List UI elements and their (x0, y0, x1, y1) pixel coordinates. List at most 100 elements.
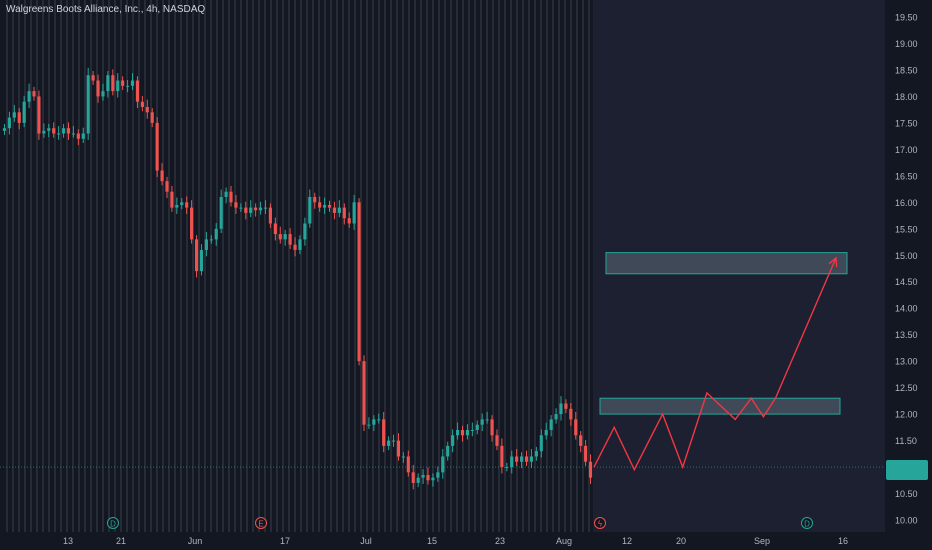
candle-body (121, 80, 125, 86)
session-stripe (24, 0, 26, 532)
session-stripe (192, 0, 194, 532)
session-stripe (264, 0, 266, 532)
session-stripe (516, 0, 518, 532)
time-tick-label: 15 (427, 536, 437, 546)
candle-body (209, 239, 213, 241)
candle-body (185, 202, 189, 208)
candle-body (101, 91, 105, 97)
candle-body (254, 207, 258, 211)
session-stripe (420, 0, 422, 532)
session-stripe (156, 0, 158, 532)
candle-body (485, 419, 489, 421)
session-stripe (276, 0, 278, 532)
price-tick-label: 12.50 (895, 383, 918, 393)
event-marker-dividend[interactable]: D (107, 517, 119, 529)
session-stripe (150, 0, 152, 532)
session-stripe (462, 0, 464, 532)
candle-body (387, 440, 391, 446)
session-stripe (54, 0, 56, 532)
session-stripe (60, 0, 62, 532)
time-tick-label: 13 (63, 536, 73, 546)
session-stripe (570, 0, 572, 532)
session-stripe (96, 0, 98, 532)
session-stripe (174, 0, 176, 532)
price-tick-label: 14.50 (895, 277, 918, 287)
chart-title: Walgreens Boots Alliance, Inc., 4h, NASD… (6, 4, 206, 15)
candle-body (96, 80, 100, 97)
candle-body (569, 408, 573, 420)
session-stripe (378, 0, 380, 532)
session-stripe (270, 0, 272, 532)
session-stripe (396, 0, 398, 532)
candle-body (520, 456, 524, 462)
time-axis[interactable]: 13 21 Jun 17 Jul 15 23 Aug 12 20 Sep 16 (63, 536, 848, 546)
candle-body (426, 474, 430, 481)
session-stripe (408, 0, 410, 532)
session-stripe (318, 0, 320, 532)
session-stripe (198, 0, 200, 532)
candle-body (204, 239, 208, 250)
candle-body (190, 207, 194, 240)
candle-body (352, 202, 356, 224)
session-stripe (126, 0, 128, 532)
session-stripe (288, 0, 290, 532)
candle-body (219, 197, 223, 229)
price-tick-label: 19.50 (895, 13, 918, 23)
candle-body (81, 133, 85, 139)
session-stripe (468, 0, 470, 532)
candle-body (37, 96, 41, 134)
price-axis[interactable]: 10.0010.5011.0011.5012.0012.5013.0013.50… (895, 13, 918, 526)
candle-body (268, 207, 272, 224)
candle-body (61, 128, 66, 134)
session-stripe (6, 0, 8, 532)
session-stripe (324, 0, 326, 532)
session-stripe (132, 0, 134, 532)
candle-body (372, 419, 376, 425)
split-icon (594, 517, 606, 529)
session-stripe (78, 0, 80, 532)
session-stripe (342, 0, 344, 532)
candle-body (323, 204, 327, 208)
session-stripe (36, 0, 38, 532)
candle-body (293, 244, 297, 250)
event-marker-dividend[interactable]: D (801, 517, 813, 529)
session-stripe (588, 0, 590, 532)
candle-body (544, 429, 548, 436)
event-marker-earnings[interactable]: E (255, 517, 267, 529)
session-stripe (456, 0, 458, 532)
projection-line (593, 257, 837, 472)
price-tick-label: 13.00 (895, 357, 918, 367)
session-stripe (258, 0, 260, 532)
candle-body (490, 419, 494, 436)
time-tick-label: 21 (116, 536, 126, 546)
time-tick-label: 23 (495, 536, 505, 546)
candle-body (332, 207, 337, 213)
session-stripe (486, 0, 488, 532)
candle-body (194, 239, 199, 272)
session-stripe (246, 0, 248, 532)
session-stripe (48, 0, 50, 532)
candle-body (327, 204, 332, 208)
candle-body (406, 456, 410, 473)
session-stripe (384, 0, 386, 532)
session-stripe (390, 0, 392, 532)
price-tick-label: 15.50 (895, 224, 918, 234)
target-zones (599, 252, 848, 415)
event-marker-split[interactable]: ϟ (594, 517, 606, 529)
session-stripe (480, 0, 482, 532)
candle-body (421, 474, 425, 478)
session-stripe (492, 0, 494, 532)
session-stripe (18, 0, 20, 532)
candle-body (150, 112, 154, 123)
candle-body (515, 456, 519, 462)
session-stripe (402, 0, 404, 532)
candle-body (244, 207, 248, 213)
candle-body (17, 112, 21, 123)
session-stripe (300, 0, 302, 532)
candle-body (214, 228, 218, 240)
session-stripes (6, 0, 590, 532)
event-marker-label: D (110, 520, 116, 529)
price-tick-label: 18.50 (895, 65, 918, 75)
candle-body (401, 456, 405, 458)
